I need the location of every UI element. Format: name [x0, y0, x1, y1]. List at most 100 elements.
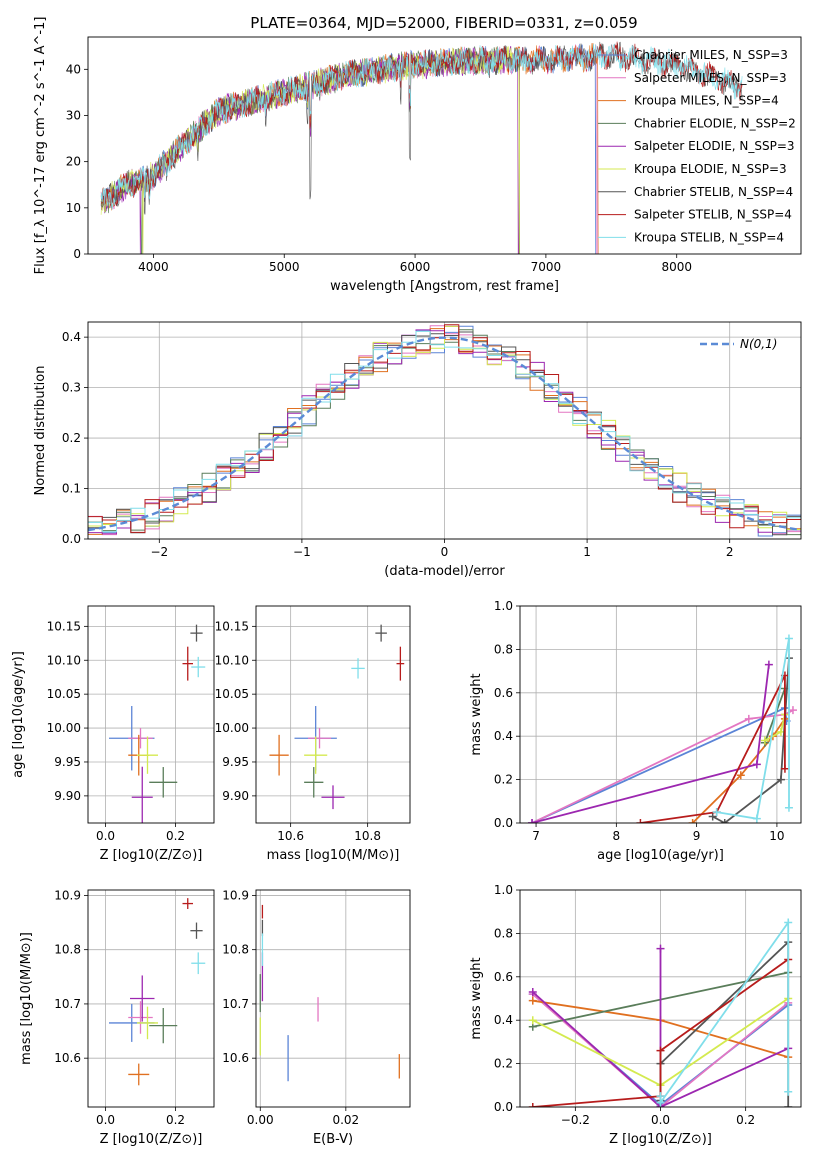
y-tick-label: 9.95: [222, 755, 249, 769]
x-tick-label: −0.2: [561, 1113, 590, 1127]
legend-label: Kroupa STELIB, N_SSP=4: [634, 230, 784, 244]
x-tick-label: 0: [441, 545, 449, 559]
y-axis-label: mass weight: [469, 957, 484, 1039]
weight-marker: [736, 771, 745, 780]
weight-marker: [776, 775, 785, 784]
y-tick-label: 10: [66, 201, 81, 215]
weight-line-chabrier-stelib: [659, 940, 790, 1107]
y-tick-label: 0.4: [62, 330, 81, 344]
y-tick-label: 0: [73, 247, 81, 261]
x-tick-label: 7: [532, 829, 540, 843]
weight-marker: [656, 944, 665, 953]
y-tick-label: 0.0: [494, 1100, 513, 1114]
plot-area: [109, 624, 206, 823]
weight-marker: [528, 819, 537, 823]
y-axis-label: age [log10(age/yr)]: [11, 651, 26, 778]
x-tick-label: −2: [150, 545, 168, 559]
x-tick-label: 0.0: [651, 1113, 670, 1127]
weight-marker: [788, 706, 797, 715]
y-tick-label: 10.05: [215, 687, 249, 701]
weight-line-kroupa-stelib: [716, 638, 790, 820]
x-tick-label: 2: [726, 545, 734, 559]
panel-residuals: −2 −1 0 1 2 0.0 0.1 0.2 0.3 0.4 (data-model)/error…: [33, 321, 802, 579]
y-tick-label: 10.15: [215, 619, 249, 633]
weight-marker: [760, 736, 769, 745]
figure-title: PLATE=0364, MJD=52000, FIBERID=0331, z=0…: [250, 14, 637, 32]
spectrum-line-kroupa-stelib: [100, 43, 743, 210]
y-tick-label: 30: [66, 108, 81, 122]
y-tick-label: 10.10: [47, 653, 81, 667]
axes-frame: [519, 605, 802, 824]
plot-area: [259, 904, 400, 1082]
weight-marker: [752, 814, 761, 823]
weight-marker: [712, 808, 721, 817]
x-tick-label: 0.02: [332, 1113, 359, 1127]
weight-line-salpeter-stelib: [640, 674, 786, 823]
x-tick-label: 0.2: [166, 829, 185, 843]
weight-marker: [688, 819, 697, 823]
y-tick-label: 10.8: [222, 943, 249, 957]
x-tick-label: 5000: [269, 260, 300, 274]
x-tick-label: 8000: [661, 260, 692, 274]
y-tick-label: 10.7: [54, 997, 81, 1011]
axes-frame: [87, 605, 215, 824]
y-tick-label: 10.6: [222, 1051, 249, 1065]
x-tick-label: 7000: [531, 260, 562, 274]
weight-marker: [764, 660, 773, 669]
hist-kroupa-stelib: [88, 330, 801, 533]
y-tick-label: 0.6: [494, 686, 513, 700]
panel-age-vs-mass: 10.6 10.8 9.90 9.95 10.00 10.05 10.10 10.15 mass…: [215, 605, 411, 863]
axes-frame: [87, 321, 802, 540]
x-tick-label: 8: [613, 829, 621, 843]
weight-marker: [780, 764, 789, 773]
y-tick-label: 0.1: [62, 482, 81, 496]
y-axis-label: Normed distribution: [33, 366, 48, 496]
axes-frame: [87, 36, 802, 255]
weight-marker: [656, 1098, 665, 1107]
axes-frame: [255, 889, 411, 1108]
y-tick-label: 0.4: [494, 1013, 513, 1027]
panel-massweight-vs-Z: −0.2 0.0 0.2 0.0 0.2 0.4 0.6 0.8 1.0 Z [log10(Z/Z…: [469, 883, 802, 1147]
x-axis-label: wavelength [Angstrom, rest frame]: [330, 279, 559, 294]
weight-marker: [784, 803, 793, 812]
x-axis-label: E(B-V): [313, 1132, 353, 1147]
y-tick-label: 0.3: [62, 381, 81, 395]
weight-line-salpeter-miles: [532, 993, 789, 1107]
y-tick-label: 10.00: [215, 721, 249, 735]
y-tick-label: 0.0: [62, 532, 81, 546]
x-tick-label: 6000: [400, 260, 431, 274]
legend-label: Salpeter STELIB, N_SSP=4: [634, 208, 792, 222]
weight-marker: [720, 819, 729, 823]
y-tick-label: 0.2: [494, 773, 513, 787]
weight-marker: [528, 987, 537, 996]
legend-label: Salpeter MILES, N_SSP=3: [634, 71, 787, 85]
weight-marker: [656, 1046, 665, 1055]
weight-marker: [744, 714, 753, 723]
gaussian-curve: [88, 336, 799, 532]
plot-area: [528, 634, 797, 823]
plot-area: [88, 324, 801, 537]
x-tick-label: 10.8: [354, 829, 381, 843]
weight-line-salpeter-stelib: [532, 958, 789, 1107]
y-tick-label: 0.6: [494, 970, 513, 984]
legend-label: Chabrier MILES, N_SSP=3: [634, 48, 788, 62]
y-tick-label: 10.9: [54, 888, 81, 902]
y-tick-label: 9.90: [222, 789, 249, 803]
y-tick-label: 10.6: [54, 1051, 81, 1065]
x-axis-label: Z [log10(Z/Z⊙)]: [100, 1132, 203, 1147]
y-axis-label: mass weight: [469, 673, 484, 755]
x-axis-label: Z [log10(Z/Z⊙)]: [100, 848, 203, 863]
y-tick-label: 10.05: [47, 687, 81, 701]
y-tick-label: 0.8: [494, 642, 513, 656]
axes-frame: [255, 605, 411, 824]
legend-label: Chabrier STELIB, N_SSP=4: [634, 185, 793, 199]
y-tick-label: 40: [66, 62, 81, 76]
plot-area: [269, 624, 405, 810]
weight-marker: [528, 996, 537, 1005]
legend-label: Salpeter ELODIE, N_SSP=3: [634, 139, 795, 153]
x-axis-label: Z [log10(Z/Z⊙)]: [609, 1132, 712, 1147]
x-tick-label: 0.2: [166, 1113, 185, 1127]
y-tick-label: 10.10: [215, 653, 249, 667]
y-tick-label: 0.4: [494, 729, 513, 743]
